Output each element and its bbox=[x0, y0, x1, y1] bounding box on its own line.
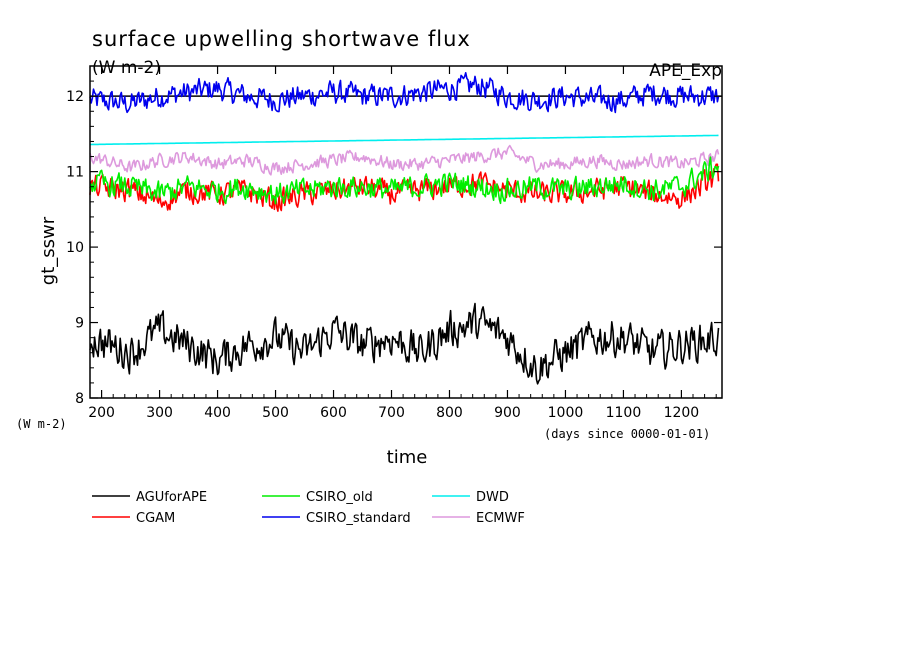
plot-area bbox=[89, 72, 722, 385]
x-tick-label: 1100 bbox=[606, 405, 642, 421]
legend-label: CGAM bbox=[136, 511, 175, 526]
x-tick-label: 900 bbox=[494, 405, 521, 421]
y-units: (W m-2) bbox=[16, 417, 67, 431]
x-tick-label: 1000 bbox=[548, 405, 584, 421]
x-tick-label: 800 bbox=[436, 405, 463, 421]
series-line-dwd bbox=[90, 134, 719, 146]
legend-label: AGUforAPE bbox=[136, 490, 207, 505]
x-units: (days since 0000-01-01) bbox=[544, 427, 710, 441]
x-tick-label: 1200 bbox=[664, 405, 700, 421]
y-tick-label: 12 bbox=[66, 89, 84, 105]
x-tick-label: 500 bbox=[262, 405, 289, 421]
y-tick-label: 8 bbox=[75, 391, 84, 407]
series-line-csiro-old bbox=[89, 156, 720, 205]
y-tick-label: 11 bbox=[66, 165, 84, 181]
chart-title: surface upwelling shortwave flux bbox=[92, 27, 471, 51]
legend-label: CSIRO_old bbox=[306, 490, 373, 505]
y-tick-label: 9 bbox=[75, 316, 84, 332]
series-line-csiro-standard bbox=[89, 72, 720, 114]
legend-label: DWD bbox=[476, 490, 509, 505]
y-axis-label: gt_sswr bbox=[38, 216, 59, 285]
x-tick-label: 400 bbox=[204, 405, 231, 421]
plot-frame bbox=[89, 65, 723, 399]
x-tick-label: 700 bbox=[378, 405, 405, 421]
title-units: (W m-2) bbox=[92, 58, 161, 78]
series-line-aguforape bbox=[89, 302, 720, 385]
series-line-ecmwf bbox=[89, 144, 720, 176]
annotation-top-right: APE_Exp bbox=[649, 61, 722, 81]
y-tick-label: 10 bbox=[66, 240, 84, 256]
legend-label: ECMWF bbox=[476, 511, 525, 526]
axes: 200 300 400 500 600 700 800 900 1000 1100 1200 8 9 10… bbox=[66, 65, 722, 421]
x-tick-label: 600 bbox=[320, 405, 347, 421]
legend: AGUforAPE CGAM CSIRO_old CSIRO_standard DWD E… bbox=[92, 490, 525, 526]
x-tick-label: 200 bbox=[88, 405, 115, 421]
legend-label: CSIRO_standard bbox=[306, 511, 411, 526]
x-axis-label: time bbox=[387, 447, 428, 468]
x-tick-label: 300 bbox=[146, 405, 173, 421]
